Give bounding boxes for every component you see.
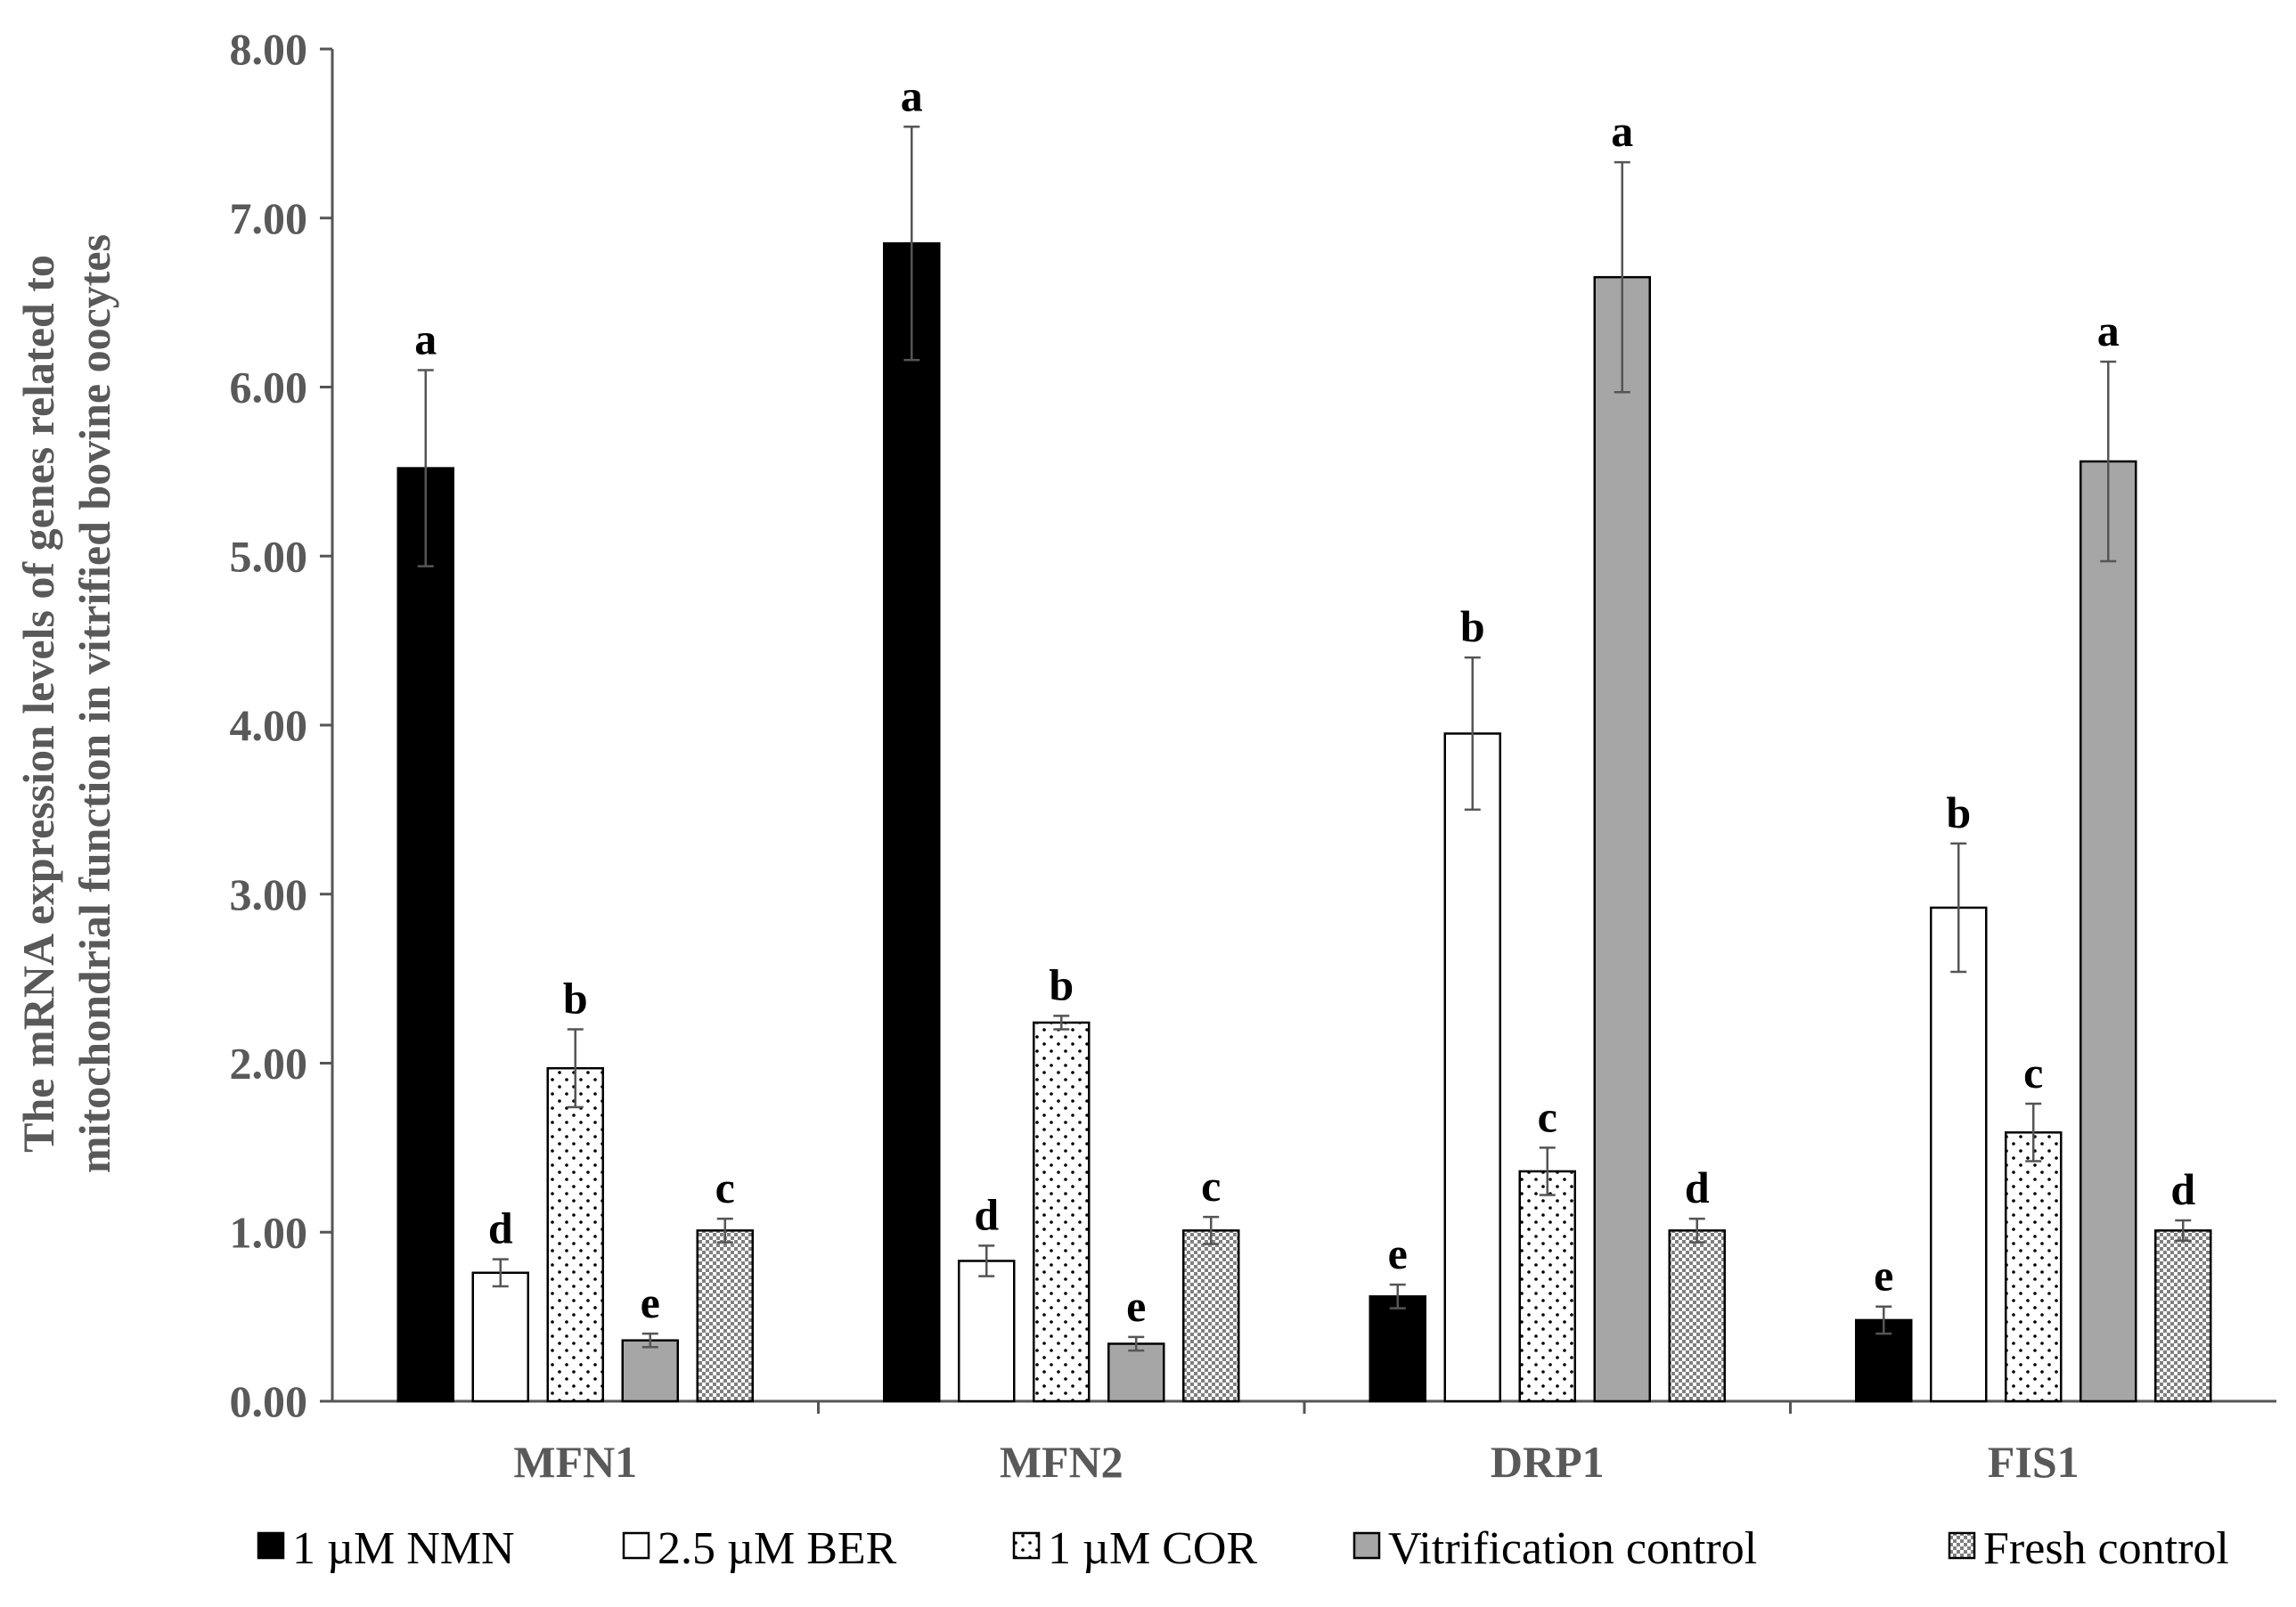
bar xyxy=(1593,275,1651,1403)
y-tick-label: 0.00 xyxy=(230,1376,308,1426)
bar xyxy=(396,467,454,1403)
significance-letter: c xyxy=(1201,1161,1221,1211)
bar xyxy=(1369,1295,1426,1403)
bar xyxy=(1443,732,1501,1403)
y-ticks: 0.00 1.00 2.00 3.00 4.00 5.00 6.00 7.00 8.00 xyxy=(230,24,332,1426)
y-tick-label: 7.00 xyxy=(230,193,308,243)
bars: a d b e c a d b e c e b c a d e b c a d xyxy=(396,70,2212,1403)
significance-letter: b xyxy=(563,974,588,1024)
significance-letter: e xyxy=(641,1277,660,1327)
significance-letter: b xyxy=(1049,959,1074,1009)
significance-letter: d xyxy=(2170,1164,2195,1214)
y-tick-label: 2.00 xyxy=(230,1039,308,1089)
bar xyxy=(1182,1229,1240,1403)
bar xyxy=(696,1229,754,1403)
legend-label: Fresh control xyxy=(1983,1523,2229,1574)
significance-letter: c xyxy=(715,1162,735,1212)
significance-letter: a xyxy=(1611,106,1633,156)
bar xyxy=(883,241,941,1403)
legend-swatch xyxy=(622,1531,650,1560)
y-tick-label: 1.00 xyxy=(230,1207,308,1257)
legend-swatch xyxy=(257,1531,285,1560)
significance-letter: a xyxy=(901,70,923,120)
legend-label: 1 µM COR xyxy=(1048,1523,1257,1574)
bar xyxy=(1033,1021,1091,1403)
y-axis-title: The mRNA expression levels of genes rela… xyxy=(13,234,119,1173)
y-tick-label: 5.00 xyxy=(230,531,308,581)
significance-letter: b xyxy=(1946,787,1971,837)
x-category-label: FIS1 xyxy=(1988,1437,2079,1487)
y-tick-label: 3.00 xyxy=(230,869,308,919)
significance-letter: c xyxy=(1538,1091,1557,1141)
significance-letter: d xyxy=(974,1189,999,1239)
significance-letter: e xyxy=(1126,1281,1146,1331)
bar xyxy=(2154,1229,2212,1403)
y-tick-label: 4.00 xyxy=(230,700,308,750)
legend-label: 1 µM NMN xyxy=(292,1523,515,1574)
bar xyxy=(471,1271,529,1403)
bar xyxy=(1518,1170,1576,1403)
x-category-label: DRP1 xyxy=(1491,1437,1605,1487)
x-category-label: MFN2 xyxy=(1000,1437,1123,1487)
significance-letter: a xyxy=(2097,306,2120,355)
bar xyxy=(1107,1342,1165,1403)
legend: 1 µM NMN 2.5 µM BER 1 µM COR Vitrification … xyxy=(257,1523,2229,1574)
significance-letter: b xyxy=(1460,601,1485,651)
bar xyxy=(546,1066,604,1403)
legend-swatch xyxy=(1012,1531,1041,1560)
bar xyxy=(958,1260,1016,1403)
x-category-labels: MFN1 MFN2 DRP1 FIS1 xyxy=(513,1401,2079,1487)
legend-swatch xyxy=(1352,1531,1381,1560)
bar xyxy=(1930,906,1988,1403)
legend-swatch xyxy=(1948,1531,1976,1560)
significance-letter: c xyxy=(2023,1048,2043,1097)
y-axis-title-line-1: The mRNA expression levels of genes rela… xyxy=(13,255,63,1153)
significance-letter: d xyxy=(1685,1162,1710,1212)
x-category-label: MFN1 xyxy=(513,1437,637,1487)
bar xyxy=(1668,1229,1726,1403)
bar xyxy=(2005,1131,2063,1403)
significance-letter: e xyxy=(1874,1251,1893,1301)
significance-letter: e xyxy=(1388,1228,1408,1278)
y-tick-label: 8.00 xyxy=(230,24,308,74)
legend-label: 2.5 µM BER xyxy=(658,1523,897,1574)
bar xyxy=(621,1339,679,1403)
legend-label: Vitrification control xyxy=(1388,1523,1757,1574)
bar xyxy=(2079,460,2137,1403)
y-tick-label: 6.00 xyxy=(230,363,308,412)
y-axis-title-line-2: mitochondrial function in vitrified bovi… xyxy=(69,234,119,1173)
significance-letter: a xyxy=(414,314,437,364)
significance-letter: d xyxy=(488,1203,513,1253)
